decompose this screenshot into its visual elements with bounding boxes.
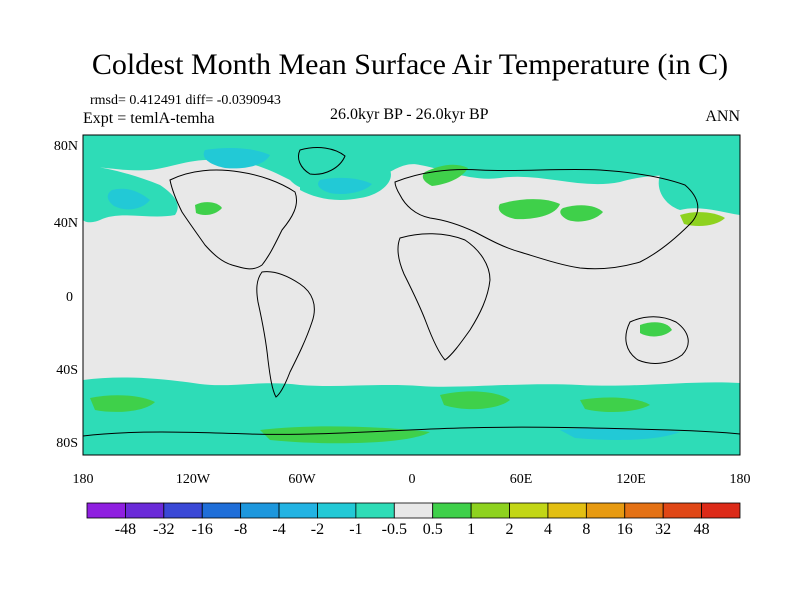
- antarctica-coast: [83, 426, 740, 437]
- central-asia-warm-region: [560, 205, 603, 222]
- colorbar-swatch: [125, 502, 165, 519]
- colorbar-tick-label: 16: [617, 521, 633, 538]
- colorbar-swatch: [432, 502, 472, 519]
- lat-label: 80N: [54, 139, 78, 154]
- colorbar-swatch: [624, 502, 664, 519]
- asia-warm-region: [498, 199, 560, 220]
- colorbar-tick-label: 48: [694, 521, 710, 538]
- colorbar-swatch: [163, 502, 203, 519]
- colorbar-tick-label: 8: [582, 521, 590, 538]
- colorbar-swatch: [393, 502, 434, 519]
- colorbar-swatch: [355, 502, 395, 519]
- colorbar-tick-label: 1: [467, 521, 475, 538]
- north-america-coast: [169, 169, 297, 270]
- colorbar-tick-label: -8: [234, 521, 247, 538]
- colorbar-tick-label: -32: [153, 521, 174, 538]
- lon-label: 0: [409, 472, 416, 487]
- lon-label: 120W: [176, 472, 211, 487]
- greenland-coast: [297, 147, 346, 175]
- coastlines: [83, 147, 740, 437]
- colorbar-tick-label: -4: [272, 521, 285, 538]
- colorbar-swatch: [278, 502, 318, 519]
- colorbar-labels: -48 -32 -16 -8 -4 -2 -1 -0.5 0.5 1 2 4 8 16 32 48: [115, 521, 710, 538]
- lon-label: 120E: [616, 472, 646, 487]
- south-america-coast: [256, 271, 315, 398]
- lon-label: 60W: [288, 472, 316, 487]
- colorbar-tick-label: -0.5: [382, 521, 407, 538]
- lat-label: 80S: [56, 436, 78, 451]
- colorbar-swatch: [86, 502, 126, 519]
- experiment-label: Expt = temlA-temha: [83, 110, 215, 127]
- australia-coast: [625, 316, 689, 364]
- season-label: ANN: [705, 108, 740, 125]
- southern-ocean-warm-region-2: [440, 391, 510, 410]
- pacific-mid-region: [107, 188, 150, 210]
- lon-label: 180: [73, 472, 94, 487]
- colorbar-swatch: [240, 502, 280, 519]
- stats-line: rmsd= 0.412491 diff= -0.0390943: [90, 93, 281, 108]
- colorbar-tick-label: 0.5: [423, 521, 443, 538]
- map-title: Coldest Month Mean Surface Air Temperatu…: [91, 48, 729, 81]
- america-warm-region: [195, 202, 222, 216]
- lon-axis: 180 120W 60W 0 60E 120E 180: [73, 472, 751, 487]
- colorbar-tick-label: 2: [506, 521, 514, 538]
- colorbar-tick-label: 32: [655, 521, 671, 538]
- colorbar-tick-label: -16: [192, 521, 213, 538]
- southern-ocean-warm-region-3: [580, 397, 650, 413]
- map-frame: [82, 134, 741, 456]
- southern-ocean-mid-region: [560, 427, 680, 440]
- lat-label: 40S: [56, 363, 78, 378]
- lat-label: 0: [66, 290, 73, 305]
- colorbar-tick-label: -1: [349, 521, 362, 538]
- eurasia-coast: [394, 168, 699, 270]
- colorbar-swatch: [509, 502, 549, 519]
- canadian-arctic-mid-region: [203, 147, 270, 169]
- colorbar-swatch: [317, 502, 357, 519]
- north-atlantic-mid-region: [318, 177, 372, 194]
- anomaly-field: [83, 135, 740, 455]
- colorbar-swatch: [701, 502, 741, 519]
- colorbar-swatch: [585, 502, 626, 519]
- colorbar-swatch: [201, 502, 242, 519]
- colorbar-swatch: [470, 502, 510, 519]
- colorbar-tick-label: 4: [544, 521, 552, 538]
- colorbar-swatch: [547, 502, 587, 519]
- colorbar-tick-label: -48: [115, 521, 136, 538]
- colorbar-tick-label: -2: [311, 521, 324, 538]
- north-pacific-east-cool-region: [658, 170, 740, 215]
- australia-warm-region: [640, 322, 672, 337]
- lat-axis: 80N 40N 0 40S 80S: [54, 139, 78, 451]
- lon-label: 60E: [510, 472, 533, 487]
- period-label: 26.0kyr BP - 26.0kyr BP: [330, 106, 489, 123]
- colorbar-swatch: [662, 502, 702, 519]
- southern-ocean-cool-region: [83, 377, 740, 455]
- southern-ocean-warm-region-1: [90, 395, 155, 412]
- africa-coast: [397, 233, 491, 361]
- lon-label: 180: [730, 472, 751, 487]
- colorbar: [86, 502, 741, 519]
- lat-label: 40N: [54, 216, 78, 231]
- europe-warm-region: [422, 164, 468, 186]
